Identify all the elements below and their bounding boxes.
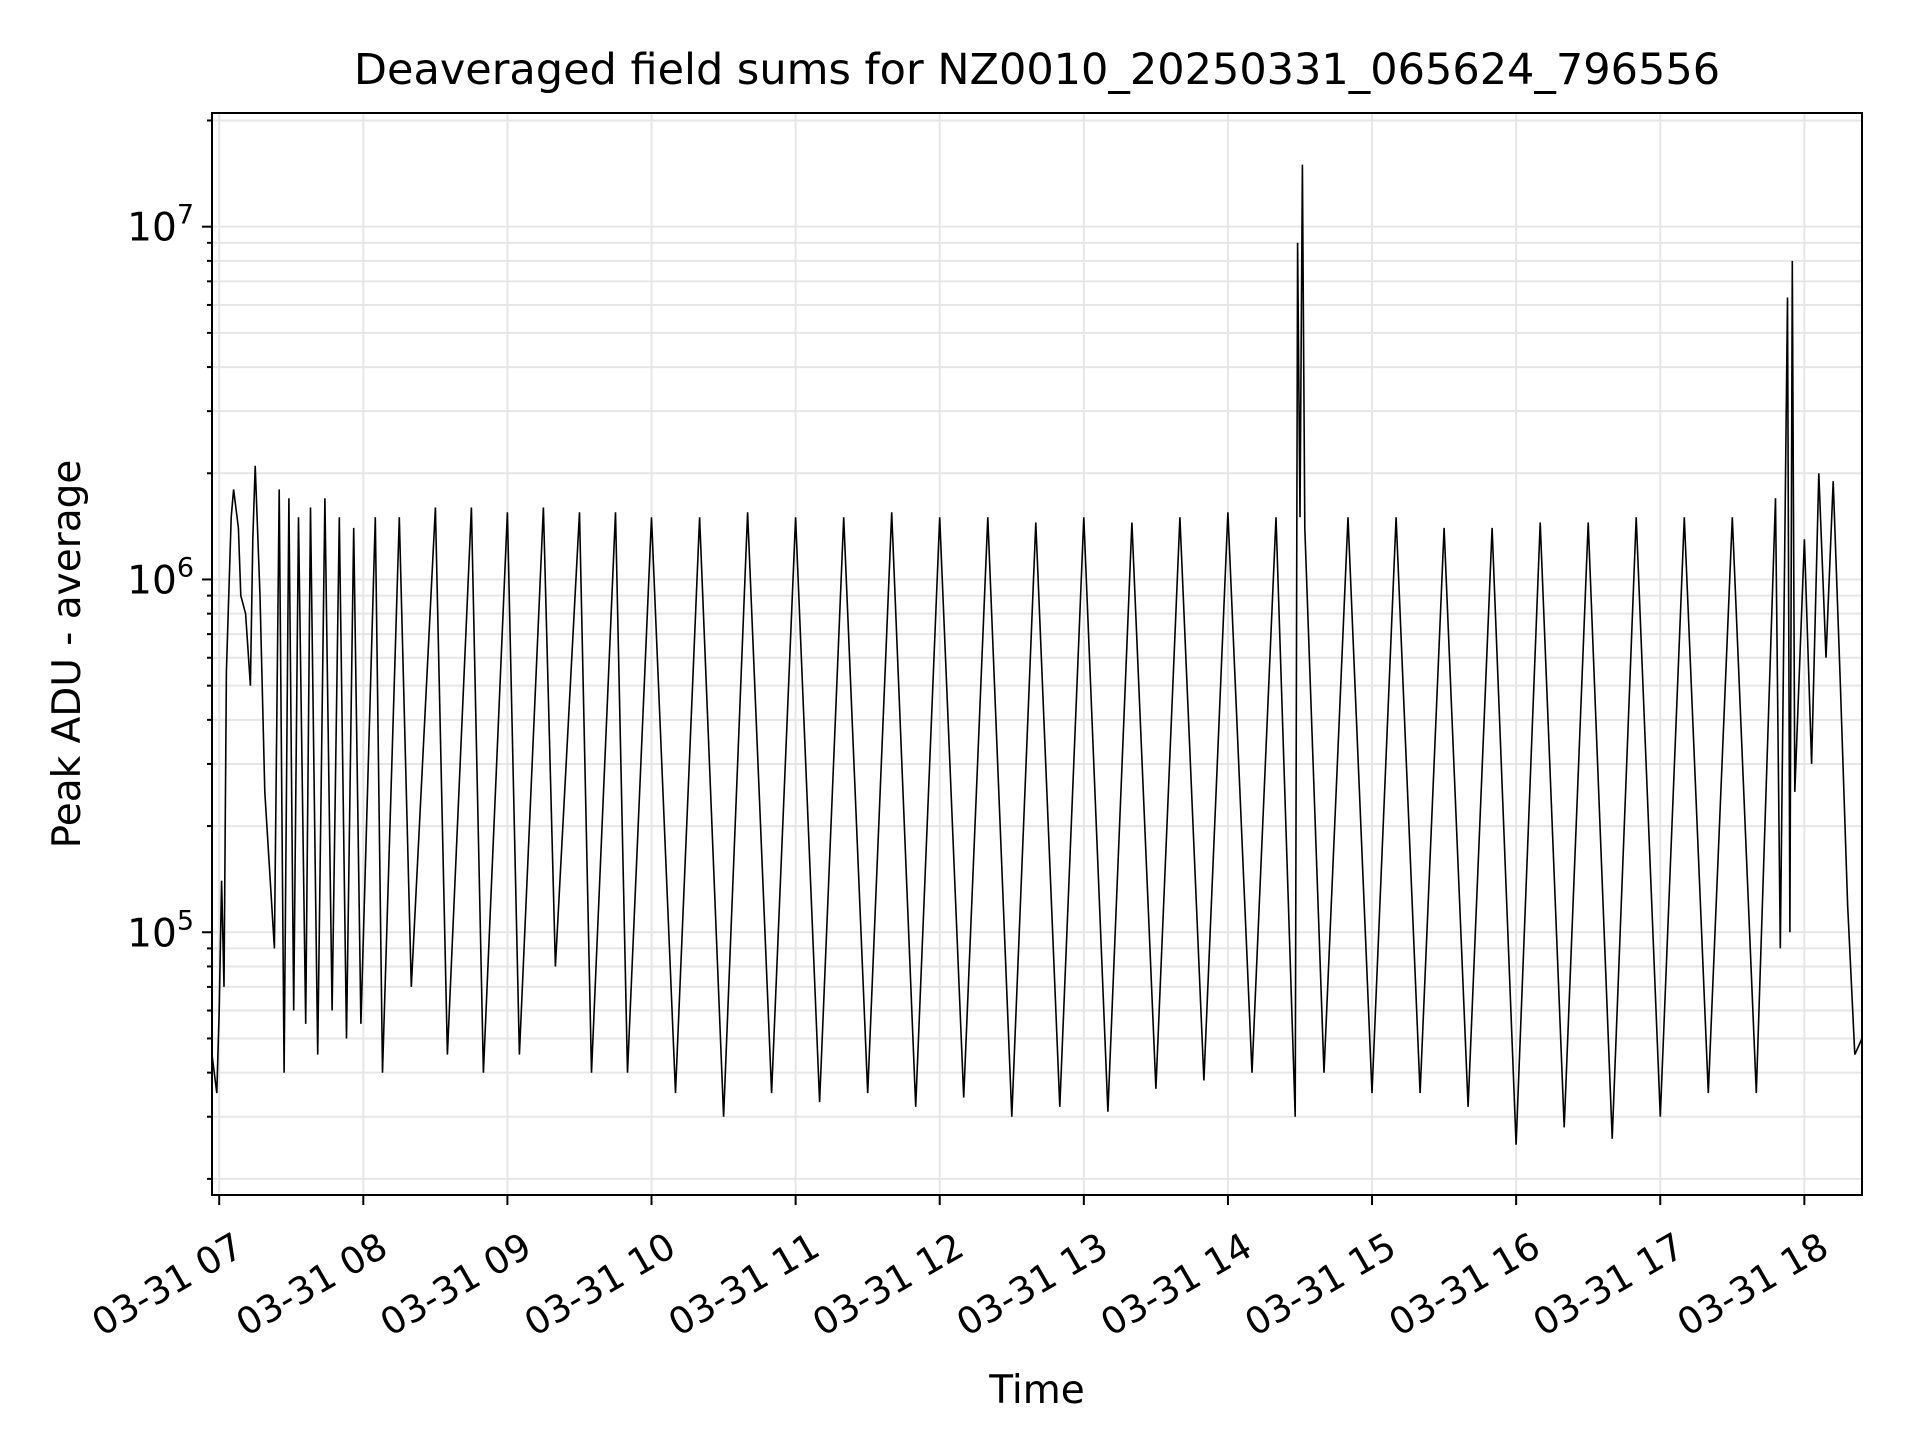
data-layer [211,164,1863,1145]
y-tick-label: 106 [127,552,194,603]
series-line-1 [211,164,1863,1145]
y-tick-base: 10 [127,206,177,251]
plot-frame [211,112,1863,1196]
y-tick-exponent: 5 [177,905,194,936]
y-axis-label: Peak ADU - average [45,460,90,849]
grid-layer [212,113,1862,1195]
y-tick-base: 10 [127,911,177,956]
x-axis-label: Time [988,1368,1084,1413]
y-tick-label: 107 [127,200,194,251]
y-tick-exponent: 6 [177,552,194,583]
y-tick-base: 10 [127,558,177,603]
chart-title: Deaveraged field sums for NZ0010_2025033… [354,45,1720,95]
y-tick-label: 105 [127,905,194,956]
y-tick-exponent: 7 [177,200,194,231]
